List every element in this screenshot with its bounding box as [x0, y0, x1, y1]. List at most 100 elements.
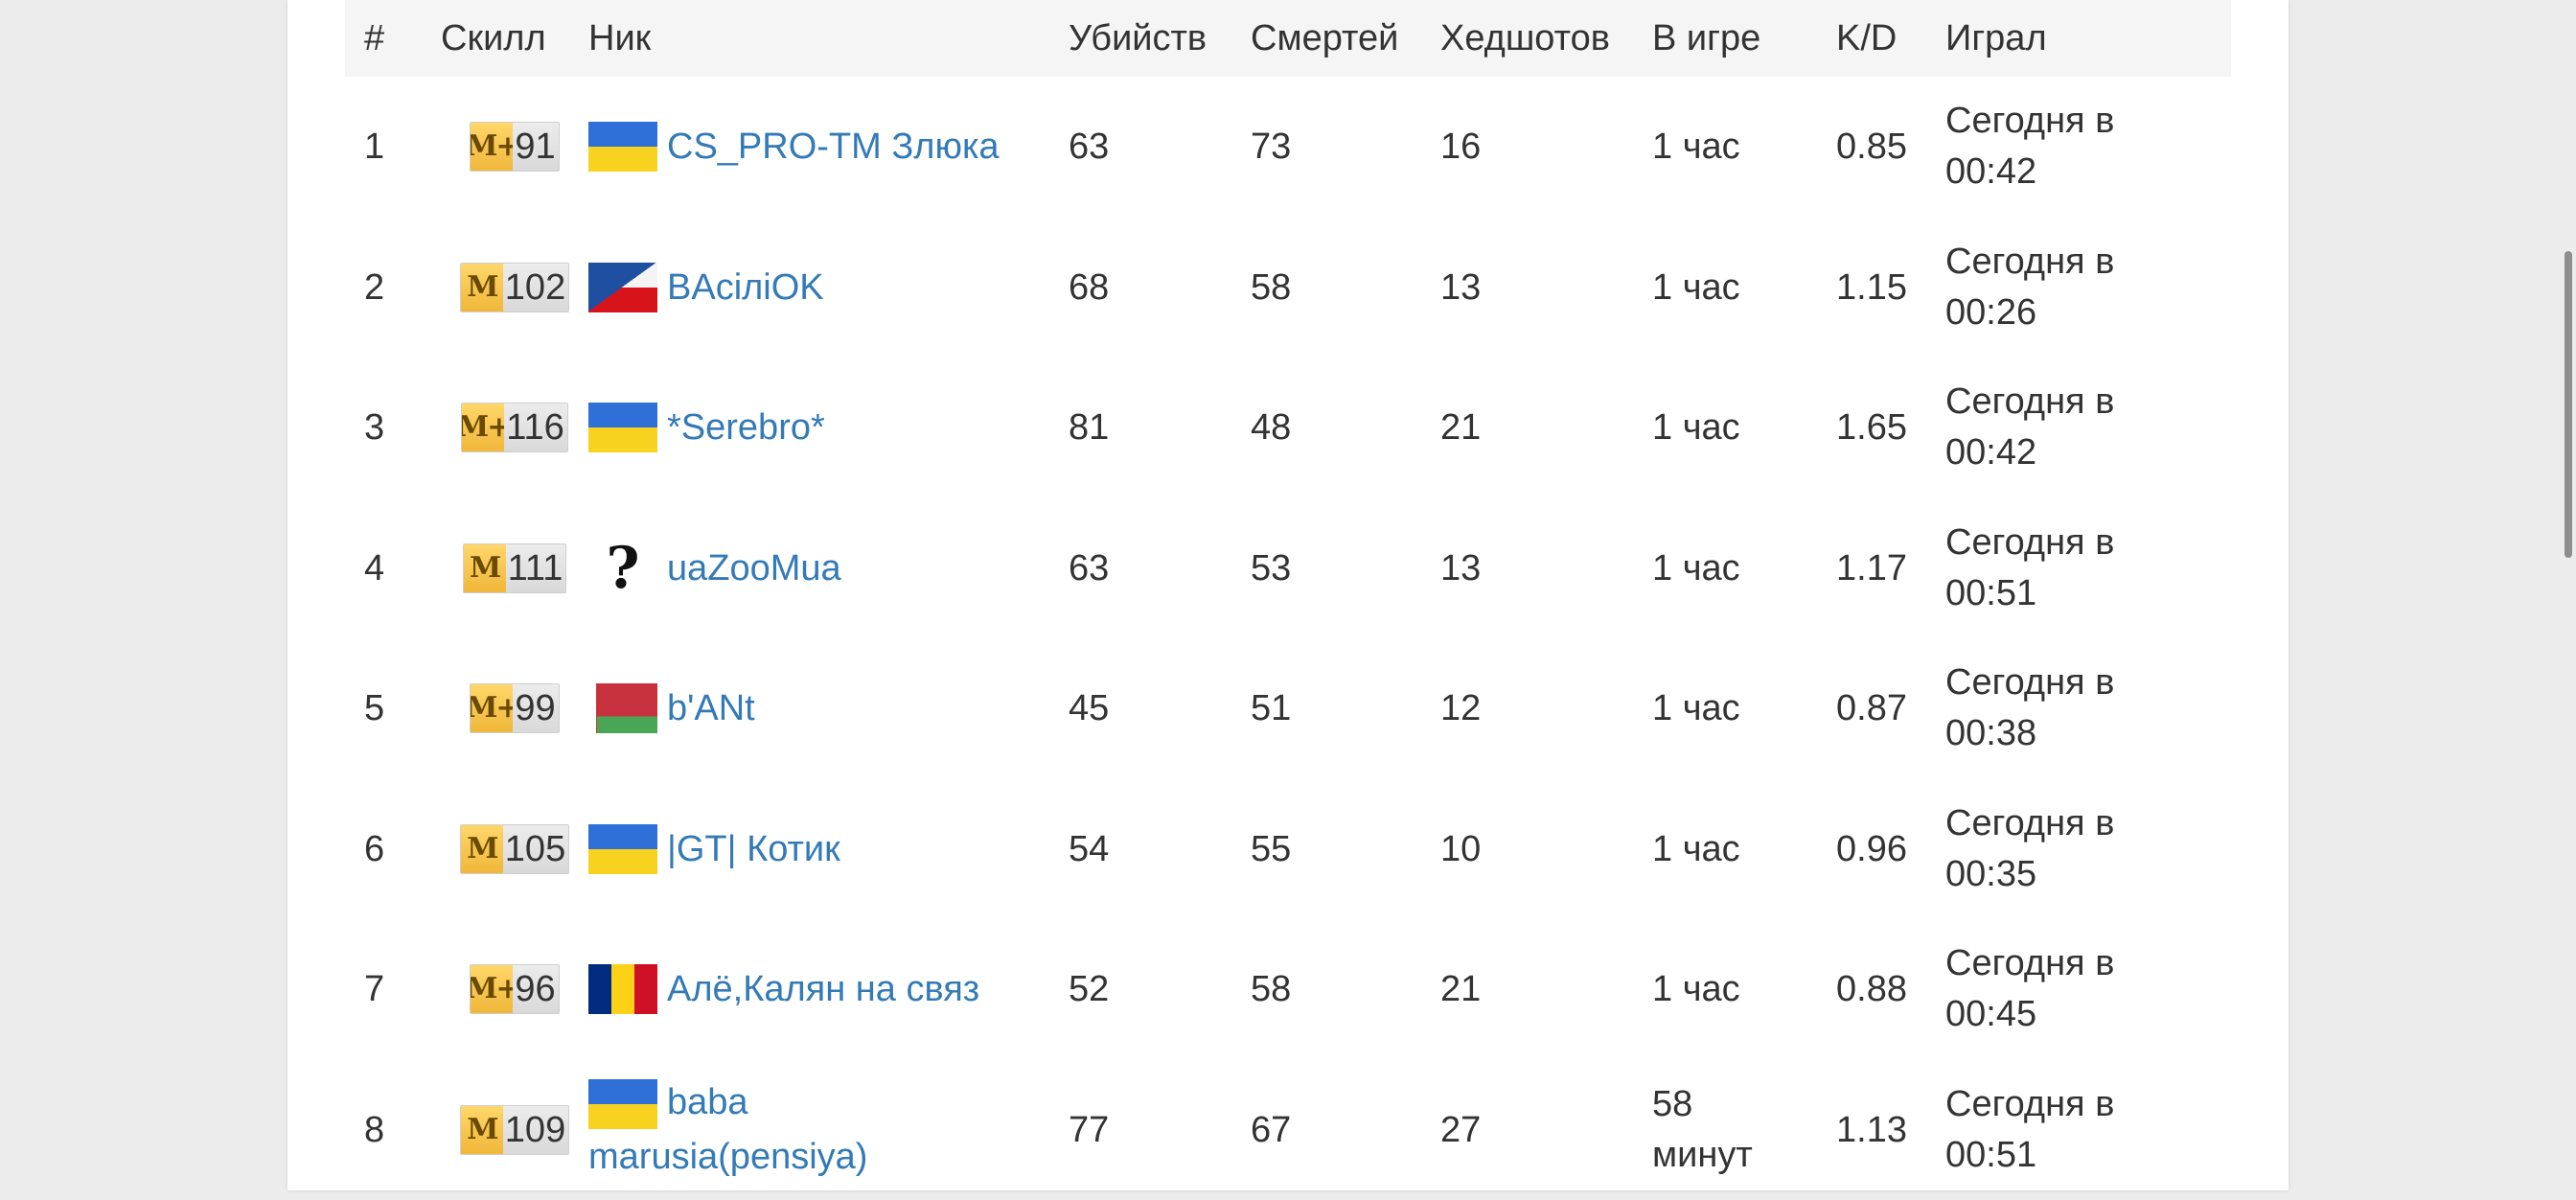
ingame-value: 1 час: [1652, 402, 1740, 453]
headshots-value: 13: [1440, 498, 1651, 639]
nick-cell: |GT| Котик: [588, 779, 1068, 920]
ingame-value: 1 час: [1652, 963, 1740, 1015]
kd-value: 1.13: [1836, 1060, 1945, 1200]
ingame-cell: 1 час: [1652, 919, 1834, 1060]
kd-value: 0.88: [1836, 919, 1945, 1060]
player-nick-link[interactable]: b'ANt: [667, 682, 755, 734]
kd-value: 1.17: [1836, 498, 1945, 639]
skill-cell: M 111: [441, 498, 588, 639]
deaths-value: 48: [1251, 358, 1442, 498]
rank-number: 2: [364, 218, 441, 358]
player-nick-link[interactable]: uaZooMua: [667, 542, 841, 594]
last-played-time: 00:45: [1945, 994, 2036, 1034]
table-row: 1 M+ 91 CS_PRO-TM Злюка 63 73 16 1 час 0…: [345, 77, 2231, 218]
skill-cell: M 102: [441, 218, 588, 358]
skill-value: 109: [503, 1106, 568, 1154]
ingame-cell: 1 час: [1652, 498, 1834, 639]
header-played[interactable]: Играл: [1945, 0, 2231, 77]
ingame-cell: 1 час: [1652, 779, 1834, 920]
last-played-label: Сегодня в: [1945, 803, 2114, 843]
header-skill[interactable]: Скилл: [441, 0, 588, 77]
stats-page: # Скилл Ник Убийств Смертей Хедшотов В и…: [288, 0, 2288, 1190]
last-played-time: 00:38: [1945, 713, 2036, 753]
country-flag-icon: [588, 122, 657, 172]
last-played-time: 00:51: [1945, 1135, 2036, 1175]
nick-cell: baba marusia(pensiya): [588, 1060, 1068, 1200]
table-row: 4 M 111 ? uaZooMua 63 53 13 1 час 1.17 С…: [345, 498, 2231, 639]
kills-value: 81: [1069, 358, 1251, 498]
header-ingame[interactable]: В игре: [1652, 0, 1834, 77]
player-nick-link[interactable]: BAcіліOK: [667, 262, 824, 313]
header-headshots[interactable]: Хедшотов: [1440, 0, 1651, 77]
skill-level-icon: M: [461, 825, 503, 873]
last-played-label: Сегодня в: [1945, 1084, 2114, 1124]
country-flag-icon: [588, 403, 657, 452]
skill-cell: M+ 116: [441, 358, 588, 498]
kd-value: 1.15: [1836, 218, 1945, 358]
skill-cell: M+ 96: [441, 919, 588, 1060]
ingame-value: 1 час: [1652, 682, 1740, 734]
kills-value: 77: [1069, 1060, 1251, 1200]
header-kills[interactable]: Убийств: [1069, 0, 1251, 77]
last-played-label: Сегодня в: [1945, 522, 2114, 563]
ingame-cell: 1 час: [1652, 77, 1834, 218]
ingame-value: 1 час: [1652, 262, 1740, 313]
headshots-value: 13: [1440, 218, 1651, 358]
headshots-value: 27: [1440, 1060, 1651, 1200]
player-nick-link[interactable]: baba: [667, 1082, 748, 1122]
page-scrollbar[interactable]: [2553, 0, 2576, 1190]
header-kd[interactable]: K/D: [1836, 0, 1945, 77]
skill-value: 111: [506, 544, 566, 592]
table-header: # Скилл Ник Убийств Смертей Хедшотов В и…: [345, 0, 2231, 77]
player-nick-cell: *Serebro*: [588, 402, 825, 453]
deaths-value: 73: [1251, 77, 1442, 218]
player-nick-link[interactable]: |GT| Котик: [667, 823, 840, 875]
skill-badge: M+ 116: [461, 403, 568, 452]
player-nick-cell: BAcіліOK: [588, 262, 824, 313]
last-played-label: Сегодня в: [1945, 381, 2114, 422]
country-flag-icon: [588, 824, 657, 874]
header-nick[interactable]: Ник: [588, 0, 1068, 77]
deaths-value: 67: [1251, 1060, 1442, 1200]
kd-value: 0.85: [1836, 77, 1945, 218]
kills-value: 52: [1069, 919, 1251, 1060]
kd-value: 1.65: [1836, 358, 1945, 498]
last-played-time: 00:35: [1945, 854, 2036, 894]
rank-number: 1: [364, 77, 441, 218]
player-nick-link[interactable]: CS_PRO-TM Злюка: [667, 121, 1000, 173]
skill-value: 116: [504, 404, 567, 451]
skill-value: 102: [503, 264, 568, 312]
kills-value: 63: [1069, 498, 1251, 639]
skill-value: 96: [513, 965, 558, 1013]
player-nick-link[interactable]: *Serebro*: [667, 402, 825, 453]
nick-cell: ? uaZooMua: [588, 498, 1068, 639]
table-body: 1 M+ 91 CS_PRO-TM Злюка 63 73 16 1 час 0…: [345, 77, 2231, 1200]
header-deaths[interactable]: Смертей: [1251, 0, 1442, 77]
headshots-value: 10: [1440, 779, 1651, 920]
player-nick-link[interactable]: Алё,Калян на связ: [667, 963, 979, 1015]
scrollbar-thumb[interactable]: [2564, 251, 2572, 558]
ingame-unit: минут: [1652, 1135, 1753, 1175]
country-flag-icon: [588, 683, 657, 733]
skill-level-icon: M: [461, 1106, 503, 1154]
unknown-country-icon: ?: [588, 543, 657, 593]
player-nick-link-cont[interactable]: marusia(pensiya): [588, 1137, 867, 1177]
headshots-value: 21: [1440, 358, 1651, 498]
country-flag-icon: [588, 1079, 657, 1129]
skill-cell: M 109: [441, 1060, 588, 1200]
skill-badge: M+ 96: [470, 964, 559, 1014]
ingame-cell: 1 час: [1652, 638, 1834, 779]
skill-level-icon: M+: [471, 684, 513, 732]
player-nick-cell: b'ANt: [588, 682, 755, 734]
deaths-value: 55: [1251, 779, 1442, 920]
deaths-value: 58: [1251, 218, 1442, 358]
skill-badge: M 111: [463, 543, 567, 593]
last-played-time: 00:42: [1945, 151, 2036, 192]
nick-cell: *Serebro*: [588, 358, 1068, 498]
headshots-value: 21: [1440, 919, 1651, 1060]
skill-level-icon: M: [461, 264, 503, 312]
last-played-time: 00:26: [1945, 292, 2036, 333]
